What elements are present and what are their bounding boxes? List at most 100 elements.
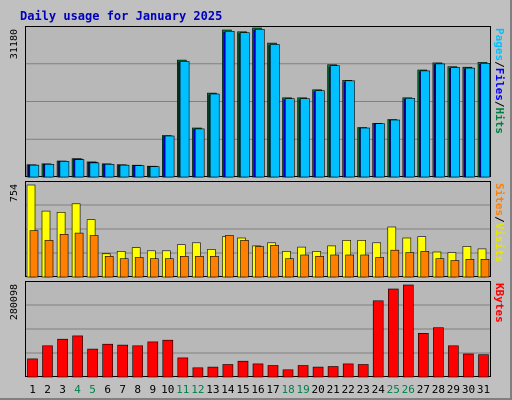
x-tick-label-day-5: 5 — [89, 383, 96, 396]
x-tick-label-day-24: 24 — [372, 383, 386, 396]
bar-kbytes-day-15 — [237, 360, 249, 378]
x-tick-label-day-6: 6 — [104, 383, 111, 396]
bar-pages-day-9 — [149, 166, 160, 178]
bar-sites-day-22 — [345, 254, 355, 278]
legend-separator: / — [493, 101, 506, 108]
bar-pages-day-15 — [240, 32, 250, 178]
bar-pages-day-11 — [179, 61, 190, 178]
x-tick-label-day-27: 27 — [417, 383, 430, 396]
chart-title: Daily usage for January 2025 — [20, 9, 222, 23]
bar-sites-day-30 — [465, 258, 475, 278]
bar-pages-day-20 — [315, 90, 325, 178]
legend-files: Files — [493, 68, 506, 101]
bar-pages-day-22 — [345, 80, 355, 178]
x-tick-label-day-12: 12 — [191, 383, 204, 396]
x-tick-label-day-30: 30 — [462, 383, 475, 396]
bar-pages-day-14 — [224, 30, 235, 178]
bar-sites-day-14 — [225, 235, 234, 278]
panel-2-ymax-label: 754 — [9, 184, 20, 202]
bar-sites-day-8 — [134, 257, 144, 278]
bar-sites-day-4 — [74, 232, 84, 278]
bar-sites-day-12 — [195, 255, 204, 278]
bar-pages-day-8 — [134, 165, 145, 178]
bar-sites-day-28 — [435, 258, 445, 278]
x-tick-label-day-10: 10 — [161, 383, 174, 396]
bar-kbytes-day-7 — [117, 344, 128, 378]
bar-sites-day-20 — [315, 255, 324, 278]
legend-hits: Hits — [493, 108, 506, 135]
bar-sites-day-25 — [390, 249, 400, 278]
bar-pages-day-19 — [300, 98, 310, 178]
x-tick-label-day-26: 26 — [402, 383, 415, 396]
bar-kbytes-day-12 — [192, 367, 204, 378]
x-tick-label-day-9: 9 — [149, 383, 156, 396]
bar-kbytes-day-31 — [478, 354, 489, 378]
bar-sites-day-23 — [360, 254, 370, 278]
bar-sites-day-15 — [240, 240, 249, 278]
bar-sites-day-29 — [450, 260, 460, 278]
bar-pages-day-5 — [89, 162, 100, 178]
legend-visits: Visits — [493, 223, 506, 263]
bar-sites-day-21 — [330, 254, 339, 278]
panel-2-legend-text: Sites/Visits — [493, 183, 506, 263]
bar-kbytes-day-20 — [312, 366, 324, 378]
bar-kbytes-day-14 — [222, 364, 234, 378]
bar-kbytes-day-4 — [72, 335, 83, 378]
x-tick-label-day-8: 8 — [134, 383, 141, 396]
bar-pages-day-2 — [44, 164, 55, 178]
x-tick-label-day-18: 18 — [281, 383, 294, 396]
bar-pages-day-17 — [269, 44, 280, 178]
bar-sites-day-5 — [89, 235, 99, 278]
x-tick-label-day-2: 2 — [44, 383, 51, 396]
x-tick-label-day-7: 7 — [119, 383, 126, 396]
bar-kbytes-day-28 — [433, 327, 444, 378]
bar-kbytes-day-19 — [297, 365, 309, 378]
x-tick-label-day-22: 22 — [342, 383, 355, 396]
bar-sites-day-2 — [44, 240, 54, 278]
bar-kbytes-day-11 — [177, 357, 189, 378]
bar-kbytes-day-24 — [372, 300, 384, 378]
bar-sites-day-10 — [165, 258, 174, 278]
x-tick-label-day-29: 29 — [447, 383, 460, 396]
bar-kbytes-day-29 — [448, 345, 459, 378]
bar-pages-day-3 — [59, 161, 70, 178]
x-tick-label-day-11: 11 — [176, 383, 189, 396]
bar-kbytes-day-30 — [463, 353, 474, 378]
panel-3-legend: KBytes — [493, 283, 506, 323]
x-tick-label-day-28: 28 — [432, 383, 445, 396]
x-tick-label-day-19: 19 — [296, 383, 309, 396]
bar-sites-day-26 — [405, 252, 415, 278]
x-tick-label-day-1: 1 — [29, 383, 36, 396]
bar-pages-day-18 — [284, 98, 295, 178]
bar-kbytes-day-25 — [387, 288, 399, 378]
bar-sites-day-24 — [375, 257, 385, 278]
bar-kbytes-day-16 — [252, 363, 264, 378]
bar-pages-day-4 — [74, 159, 85, 178]
bar-pages-day-1 — [29, 164, 40, 178]
bar-kbytes-day-27 — [417, 332, 429, 378]
bar-pages-day-16 — [255, 29, 265, 178]
panel-3-ymax-label: 280098 — [9, 284, 20, 320]
bar-sites-day-7 — [119, 258, 129, 278]
legend-kbytes: KBytes — [493, 283, 506, 323]
legend-sites: Sites — [493, 183, 506, 216]
bar-kbytes-day-21 — [327, 366, 339, 378]
bar-kbytes-day-17 — [267, 365, 279, 378]
bar-kbytes-day-6 — [102, 343, 113, 378]
bar-sites-day-17 — [270, 245, 279, 278]
x-tick-label-day-21: 21 — [327, 383, 340, 396]
legend-separator: / — [493, 216, 506, 223]
bar-kbytes-day-26 — [402, 284, 414, 378]
bar-kbytes-day-8 — [132, 345, 143, 378]
x-tick-label-day-31: 31 — [477, 383, 490, 396]
bar-pages-day-13 — [209, 93, 220, 178]
bar-pages-day-6 — [104, 164, 115, 178]
x-tick-label-day-16: 16 — [251, 383, 264, 396]
x-tick-label-day-20: 20 — [311, 383, 324, 396]
bar-kbytes-day-5 — [87, 348, 98, 378]
bar-kbytes-day-22 — [342, 363, 354, 378]
bar-sites-day-3 — [59, 234, 69, 278]
panel-1-legend: Pages/Files/Hits — [493, 28, 506, 134]
